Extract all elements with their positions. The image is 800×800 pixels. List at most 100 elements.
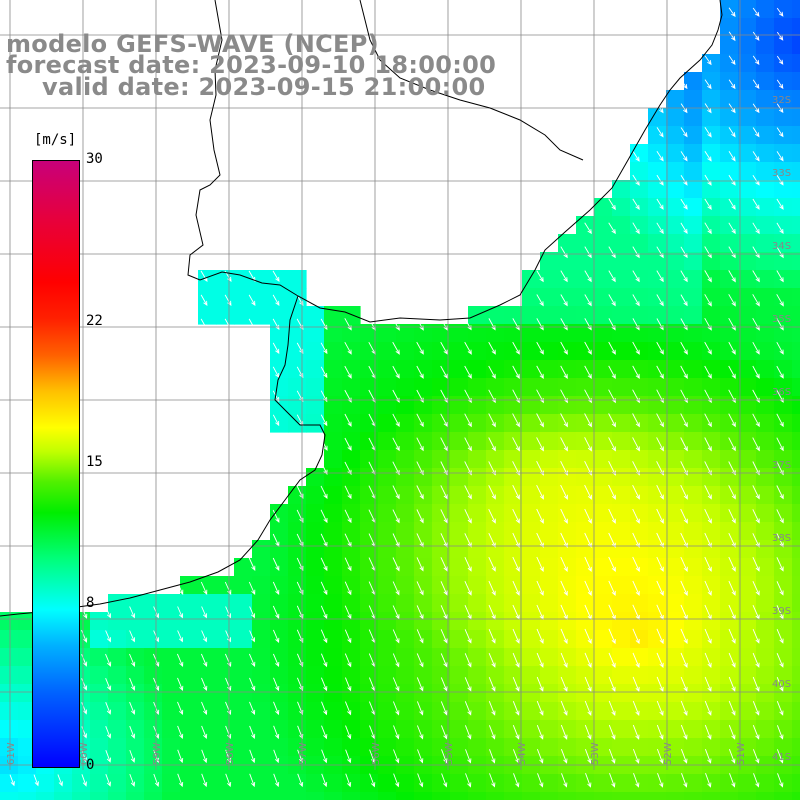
wind-arrow	[584, 484, 592, 500]
wind-arrow	[440, 677, 448, 692]
wind-arrow	[752, 151, 760, 162]
field-cell	[414, 360, 433, 379]
field-cell	[738, 126, 757, 145]
wind-arrow	[584, 628, 592, 645]
wind-arrow	[632, 222, 640, 235]
field-cell	[774, 0, 793, 19]
field-cell	[648, 360, 667, 379]
field-cell	[666, 144, 685, 163]
title-model: modelo GEFS-WAVE (NCEP)	[6, 30, 379, 58]
field-cell	[558, 792, 577, 800]
field-cell	[450, 504, 469, 523]
wind-arrow	[728, 365, 736, 379]
field-cell	[648, 234, 667, 253]
field-cell	[756, 396, 775, 415]
wind-arrow	[560, 365, 568, 379]
field-cell	[792, 342, 800, 361]
field-cell	[684, 486, 703, 505]
field-cell	[90, 792, 109, 800]
wind-arrow	[105, 678, 112, 691]
wind-arrow	[536, 413, 544, 428]
field-cell	[288, 648, 307, 667]
field-cell	[504, 792, 523, 800]
wind-arrow	[513, 773, 520, 788]
field-cell	[756, 180, 775, 199]
field-cell	[792, 360, 800, 379]
field-cell	[468, 720, 487, 739]
wind-arrow	[680, 294, 688, 307]
field-cell	[558, 252, 577, 271]
wind-arrow	[249, 630, 256, 643]
field-cell	[702, 432, 721, 451]
field-cell	[558, 648, 577, 667]
wind-arrow	[680, 580, 688, 597]
field-cell	[396, 594, 415, 613]
field-cell	[594, 648, 613, 667]
wind-arrow	[752, 55, 760, 65]
field-cell	[720, 54, 739, 73]
field-cell	[378, 558, 397, 577]
field-cell	[666, 450, 685, 469]
wind-arrow	[632, 198, 640, 210]
wind-arrow	[416, 725, 424, 740]
field-cell	[108, 666, 127, 685]
wind-arrow	[752, 557, 760, 572]
field-cell	[378, 630, 397, 649]
field-cell	[252, 648, 271, 667]
wind-arrow	[728, 749, 736, 764]
field-cell	[666, 612, 685, 631]
field-cell	[684, 792, 703, 800]
wind-arrow	[728, 151, 736, 162]
field-cell	[648, 306, 667, 325]
field-cell	[324, 612, 343, 631]
field-cell	[648, 126, 667, 145]
field-cell	[738, 72, 757, 91]
field-cell	[486, 378, 505, 397]
field-cell	[648, 684, 667, 703]
field-cell	[738, 576, 757, 595]
field-cell	[216, 648, 235, 667]
wind-arrow	[177, 749, 184, 764]
wind-arrow	[465, 749, 472, 764]
field-cell	[414, 540, 433, 559]
field-cell	[162, 684, 181, 703]
field-cell	[576, 612, 595, 631]
field-cell	[90, 774, 109, 793]
field-cell	[468, 666, 487, 685]
field-cell	[594, 342, 613, 361]
field-cell	[504, 432, 523, 451]
field-cell	[684, 234, 703, 253]
field-cell	[414, 648, 433, 667]
field-cell	[18, 720, 37, 739]
field-cell	[522, 558, 541, 577]
wind-arrow	[248, 557, 256, 571]
field-cell	[558, 612, 577, 631]
field-cell	[306, 576, 325, 595]
wind-arrow	[656, 508, 664, 524]
field-cell	[396, 432, 415, 451]
field-cell	[630, 540, 649, 559]
field-cell	[738, 396, 757, 415]
field-cell	[648, 216, 667, 235]
field-cell	[504, 342, 523, 361]
wind-arrow	[201, 725, 208, 740]
field-cell	[522, 594, 541, 613]
wind-arrow	[512, 628, 520, 644]
wind-arrow	[272, 342, 280, 354]
field-cell	[234, 630, 253, 649]
field-cell	[324, 486, 343, 505]
field-cell	[648, 594, 667, 613]
field-cell	[360, 684, 379, 703]
field-cell	[666, 576, 685, 595]
field-cell	[756, 432, 775, 451]
field-cell	[576, 702, 595, 721]
field-cell	[108, 684, 127, 703]
field-cell	[666, 720, 685, 739]
field-cell	[540, 774, 559, 793]
wind-arrow	[248, 653, 256, 668]
field-cell	[648, 738, 667, 757]
wind-arrow	[512, 677, 520, 692]
wind-arrow	[680, 556, 688, 572]
field-cell	[684, 414, 703, 433]
